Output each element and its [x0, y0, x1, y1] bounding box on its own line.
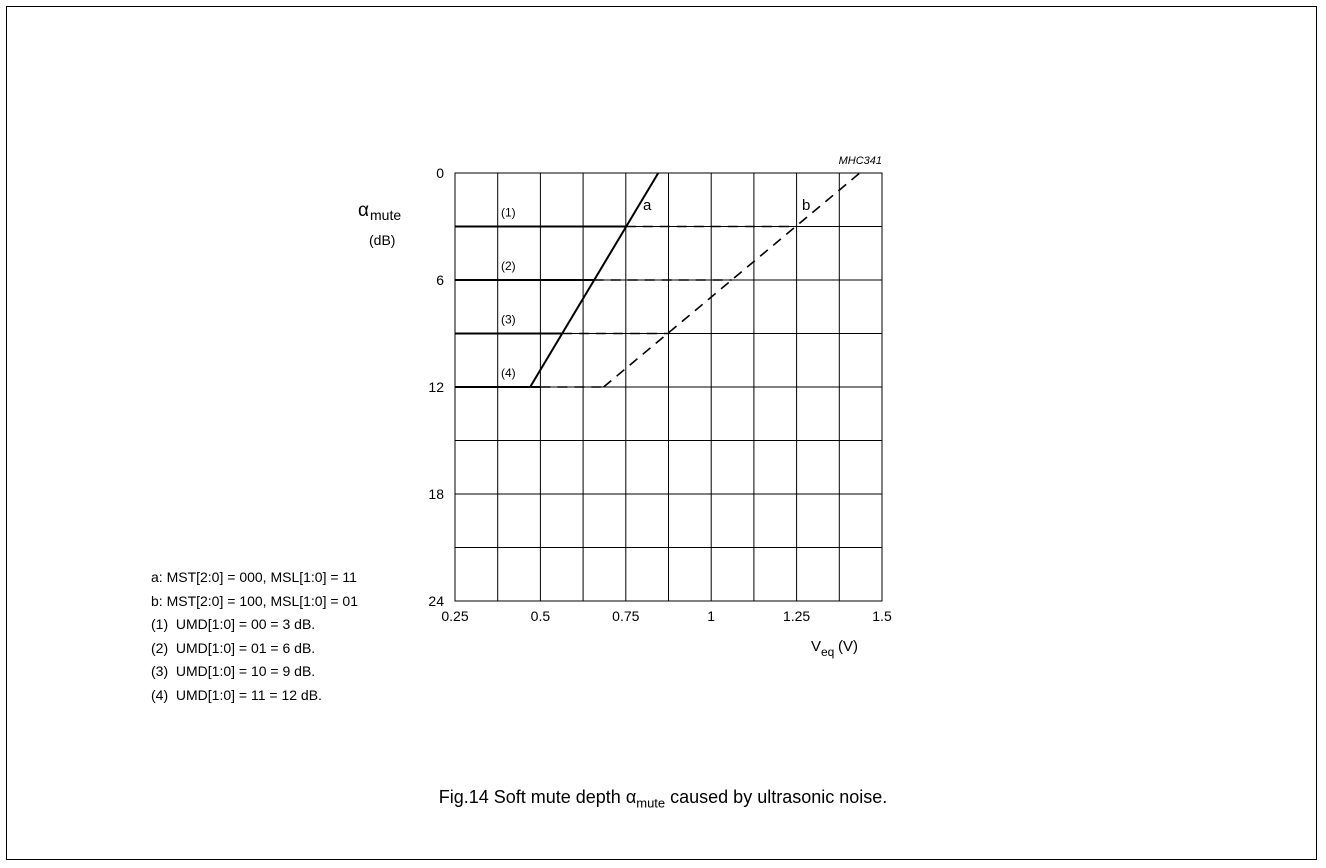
series-label-a: a: [643, 197, 652, 214]
legend-notes: a: MST[2:0] = 000, MSL[1:0] = 11 b: MST[…: [151, 566, 358, 707]
figure-id: MHC341: [839, 155, 882, 167]
level-label: (1): [501, 206, 516, 220]
caption-tail: caused by ultrasonic noise.: [665, 787, 888, 807]
y-tick-label: 0: [436, 165, 444, 181]
series-line-a: [529, 172, 660, 388]
caption-symbol-sub: mute: [636, 795, 666, 811]
level-label: (2): [501, 259, 516, 273]
x-axis-label-sub: eq: [821, 645, 834, 659]
y-tick-label: 6: [436, 272, 444, 288]
y-axis-unit: (dB): [369, 232, 395, 248]
note-b: b: MST[2:0] = 100, MSL[1:0] = 01: [151, 592, 359, 609]
x-tick-label: 0.25: [441, 608, 468, 624]
y-axis-label: α: [358, 200, 369, 221]
x-axis-label: V: [811, 638, 821, 655]
figure-caption: Fig.14 Soft mute depth αmute caused by u…: [0, 787, 1326, 811]
x-axis-unit: (V): [838, 638, 858, 655]
level-label: (4): [501, 366, 516, 380]
y-tick-label: 24: [428, 593, 444, 609]
y-axis-label-sub: mute: [370, 207, 401, 223]
note-a: a: MST[2:0] = 000, MSL[1:0] = 11: [151, 569, 357, 585]
x-tick-label: 1.5: [872, 608, 892, 624]
y-tick-label: 18: [428, 486, 444, 502]
level-label: (3): [501, 313, 516, 327]
caption-symbol: α: [625, 787, 637, 807]
note-3: (3) UMD[1:0] = 10 = 9 dB.: [151, 663, 316, 679]
figure-frame: [6, 6, 1317, 860]
series-line-b: [603, 172, 861, 388]
x-tick-label: 1: [707, 608, 715, 624]
x-tick-label: 0.75: [612, 608, 639, 624]
x-tick-label: 0.5: [531, 608, 551, 624]
caption-lead: Fig.14 Soft mute depth: [438, 787, 626, 807]
y-tick-label: 12: [428, 379, 444, 395]
x-tick-label: 1.25: [783, 608, 810, 624]
note-2: (2) UMD[1:0] = 01 = 6 dB.: [151, 639, 316, 656]
note-1: (1) UMD[1:0] = 00 = 3 dB.: [151, 616, 316, 632]
note-4: (4) UMD[1:0] = 11 = 12 dB.: [151, 686, 322, 703]
series-label-b: b: [802, 197, 810, 214]
